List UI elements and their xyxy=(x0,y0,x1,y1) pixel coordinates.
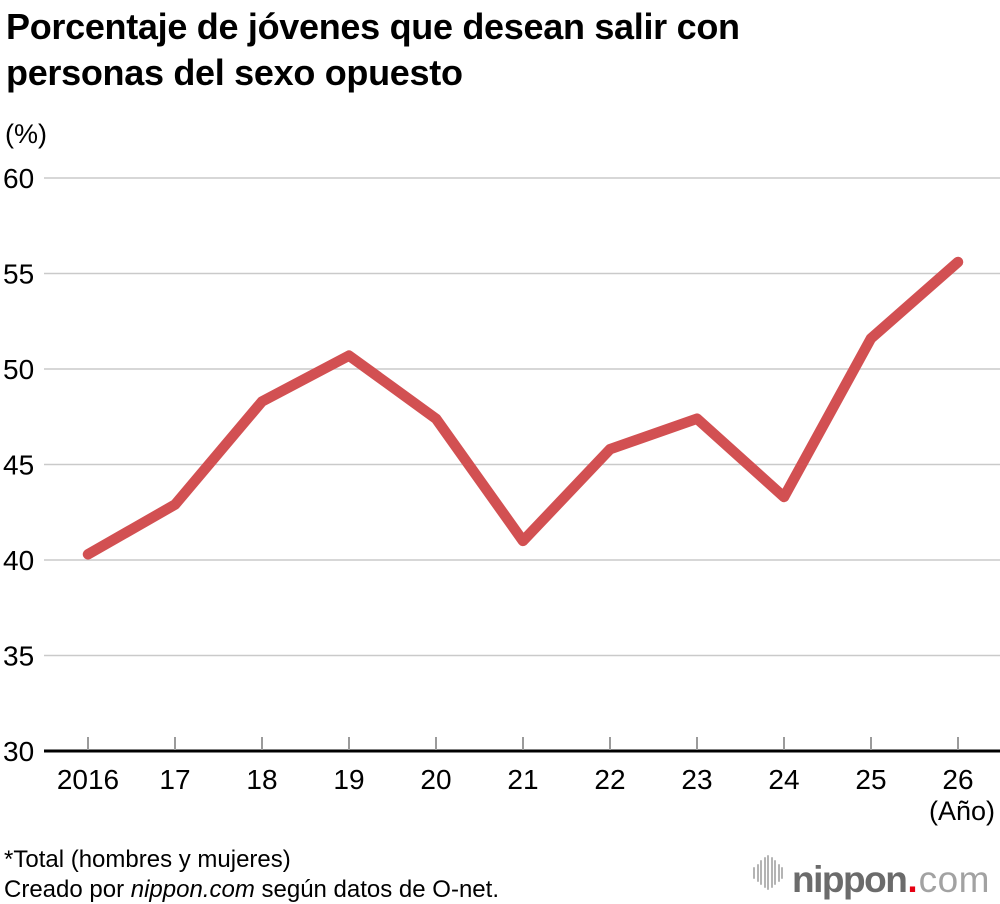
page-title-line2: personas del sexo opuesto xyxy=(6,52,463,93)
footnotes: *Total (hombres y mujeres) Creado por ni… xyxy=(4,845,499,904)
soundwave-bar xyxy=(777,863,780,882)
soundwave-bar xyxy=(774,860,777,885)
nippon-wordmark: nippon . com xyxy=(792,861,990,898)
nippon-logo: nippon . com xyxy=(753,855,990,898)
x-tick-label: 23 xyxy=(681,764,712,795)
y-tick-label: 50 xyxy=(3,354,34,385)
credit-brand: nippon.com xyxy=(130,876,255,903)
x-tick-label: 20 xyxy=(420,764,451,795)
logo-red-dot: . xyxy=(907,859,918,900)
y-tick-label: 45 xyxy=(3,450,34,481)
x-tick-label: 24 xyxy=(768,764,799,795)
page-title: Porcentaje de jóvenes que desean salir c… xyxy=(6,4,740,96)
x-tick-label: 22 xyxy=(594,764,625,795)
x-tick-label: 19 xyxy=(333,764,364,795)
y-tick-label: 30 xyxy=(3,736,34,767)
credit-line: Creado por nippon.com según datos de O-n… xyxy=(4,875,499,904)
x-tick-label: 21 xyxy=(507,764,538,795)
soundwave-bar xyxy=(781,866,784,879)
logo-nippon-text: nippon xyxy=(792,859,908,900)
soundwave-bars-icon xyxy=(753,855,784,890)
soundwave-bar xyxy=(763,857,766,888)
soundwave-bar xyxy=(753,866,756,879)
footnote-total: *Total (hombres y mujeres) xyxy=(4,846,291,873)
page-title-line1: Porcentaje de jóvenes que desean salir c… xyxy=(6,6,740,47)
credit-prefix: Creado por xyxy=(4,876,131,903)
data-line xyxy=(82,256,964,560)
x-tick-label: 18 xyxy=(246,764,277,795)
x-tick-label: 25 xyxy=(855,764,886,795)
soundwave-bar xyxy=(760,860,763,885)
soundwave-bar xyxy=(756,863,759,882)
y-axis-unit-label: (%) xyxy=(5,119,47,149)
soundwave-bar xyxy=(767,855,770,890)
y-tick-label: 60 xyxy=(3,163,34,194)
x-tick-label: 2016 xyxy=(57,764,119,795)
credit-suffix: según datos de O-net. xyxy=(254,876,499,903)
y-tick-label: 35 xyxy=(3,641,34,672)
y-tick-label: 40 xyxy=(3,545,34,576)
logo-com-text: com xyxy=(918,859,990,900)
x-tick-label: 17 xyxy=(159,764,190,795)
soundwave-bar xyxy=(770,857,773,888)
y-tick-label: 55 xyxy=(3,259,34,290)
x-axis-unit-label: (Año) xyxy=(929,796,995,826)
x-tick-label: 26 xyxy=(942,764,973,795)
